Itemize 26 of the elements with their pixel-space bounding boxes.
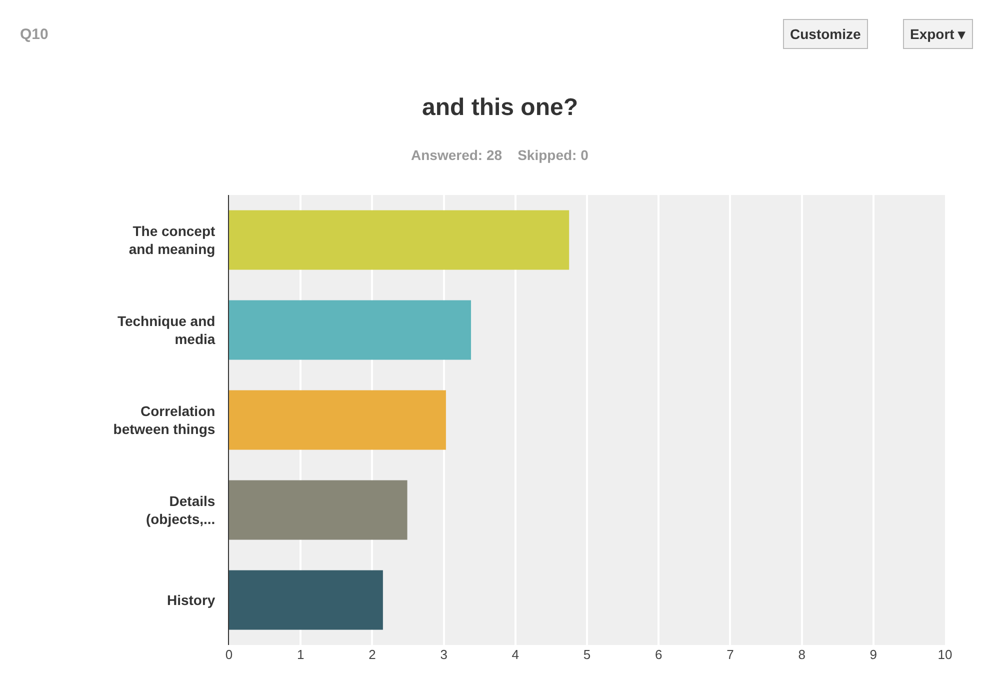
x-tick-label: 4 — [512, 647, 520, 662]
bar — [229, 210, 570, 270]
x-tick-label: 6 — [654, 647, 662, 662]
bar — [229, 300, 472, 360]
bar — [229, 480, 408, 540]
text: Customize — [790, 26, 861, 42]
x-tick-label: 5 — [583, 647, 591, 662]
x-tick-label: 1 — [296, 647, 304, 662]
y-tick-label: History — [166, 592, 216, 608]
y-tick-label: Technique and media — [117, 312, 216, 347]
x-tick-label: 7 — [726, 647, 734, 662]
y-tick-label: Correlation between things — [113, 402, 216, 437]
x-tick-label: 8 — [798, 647, 806, 662]
x-tick-label: 3 — [440, 647, 448, 662]
y-tick-label: Details (objects,... — [146, 492, 216, 527]
bar — [229, 570, 383, 630]
chart-subtitle: Answered: 28 Skipped: 0 — [411, 147, 589, 163]
x-tick-label: 2 — [368, 647, 376, 662]
x-tick-label: 9 — [870, 647, 878, 662]
text: Export ▾ — [910, 26, 966, 42]
x-tick-label: 10 — [938, 647, 952, 662]
chart-title: and this one? — [422, 94, 578, 121]
bar — [229, 390, 446, 450]
text: Q10 — [20, 26, 48, 43]
y-tick-label: The concept and meaning — [128, 222, 216, 257]
x-tick-label: 0 — [225, 647, 233, 662]
